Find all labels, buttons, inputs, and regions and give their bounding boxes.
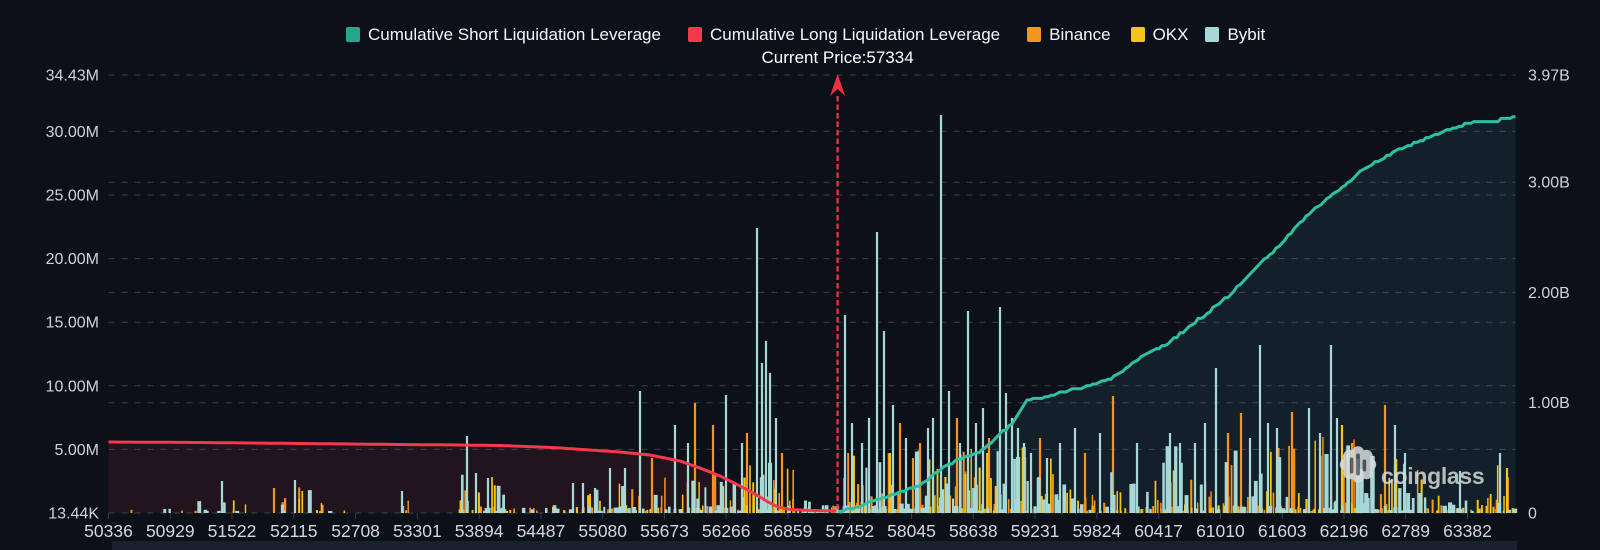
svg-text:60417: 60417: [1134, 521, 1183, 541]
svg-text:30.00M: 30.00M: [46, 124, 99, 141]
svg-text:15.00M: 15.00M: [46, 315, 99, 332]
svg-text:10.00M: 10.00M: [46, 378, 99, 395]
svg-text:53894: 53894: [455, 521, 504, 541]
svg-text:61603: 61603: [1258, 521, 1307, 541]
svg-text:61010: 61010: [1196, 521, 1245, 541]
svg-text:56859: 56859: [764, 521, 813, 541]
svg-text:52708: 52708: [331, 521, 380, 541]
svg-text:62196: 62196: [1320, 521, 1369, 541]
svg-text:63382: 63382: [1443, 521, 1492, 541]
svg-text:54487: 54487: [517, 521, 566, 541]
svg-text:59824: 59824: [1073, 521, 1122, 541]
svg-text:62789: 62789: [1381, 521, 1430, 541]
svg-text:58638: 58638: [949, 521, 998, 541]
svg-text:52115: 52115: [270, 521, 317, 541]
svg-text:57452: 57452: [825, 521, 874, 541]
svg-text:53301: 53301: [393, 521, 442, 541]
svg-text:coinglass: coinglass: [1381, 463, 1484, 489]
svg-text:0: 0: [1528, 506, 1537, 523]
svg-text:50336: 50336: [84, 521, 133, 541]
svg-text:51522: 51522: [208, 521, 257, 541]
svg-text:56266: 56266: [702, 521, 751, 541]
svg-text:25.00M: 25.00M: [46, 188, 99, 205]
svg-text:34.43M: 34.43M: [46, 68, 99, 85]
svg-text:59231: 59231: [1011, 521, 1060, 541]
svg-text:3.00B: 3.00B: [1528, 175, 1570, 192]
svg-text:2.00B: 2.00B: [1528, 285, 1570, 302]
svg-text:3.97B: 3.97B: [1528, 68, 1570, 85]
svg-text:55673: 55673: [640, 521, 689, 541]
svg-text:50929: 50929: [146, 521, 195, 541]
svg-text:1.00B: 1.00B: [1528, 395, 1570, 412]
svg-text:5.00M: 5.00M: [55, 442, 99, 459]
svg-text:55080: 55080: [578, 521, 627, 541]
svg-text:58045: 58045: [887, 521, 936, 541]
svg-text:20.00M: 20.00M: [46, 251, 99, 268]
svg-text:13.44K: 13.44K: [48, 506, 99, 523]
